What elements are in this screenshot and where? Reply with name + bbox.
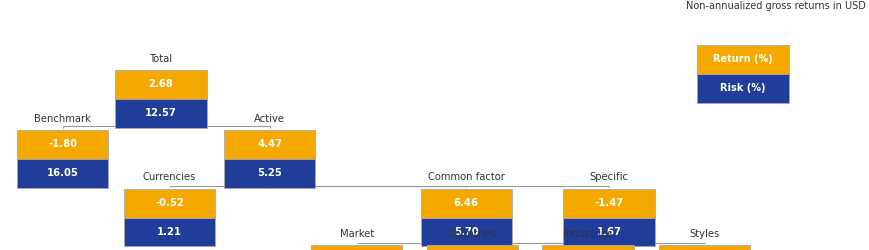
Text: 6.46: 6.46 (454, 198, 478, 208)
Text: 5.70: 5.70 (454, 227, 478, 237)
Text: Active: Active (254, 114, 285, 124)
Text: 1.21: 1.21 (157, 227, 182, 237)
Text: -1.47: -1.47 (594, 198, 623, 208)
Text: Benchmark: Benchmark (34, 114, 91, 124)
FancyBboxPatch shape (17, 130, 108, 159)
Text: 16.05: 16.05 (47, 168, 78, 178)
Text: Countries: Countries (448, 229, 496, 239)
FancyBboxPatch shape (421, 218, 511, 246)
Text: Industries: Industries (563, 229, 612, 239)
FancyBboxPatch shape (542, 245, 633, 250)
FancyBboxPatch shape (124, 189, 216, 218)
FancyBboxPatch shape (115, 70, 207, 99)
FancyBboxPatch shape (659, 245, 749, 250)
FancyBboxPatch shape (697, 45, 787, 74)
FancyBboxPatch shape (311, 245, 401, 250)
FancyBboxPatch shape (115, 99, 207, 128)
FancyBboxPatch shape (224, 130, 315, 159)
Text: Currencies: Currencies (143, 172, 196, 182)
Text: Return (%): Return (%) (713, 54, 772, 64)
Text: Common factor: Common factor (428, 172, 504, 182)
Text: Total: Total (149, 54, 172, 64)
FancyBboxPatch shape (421, 189, 511, 218)
Text: Styles: Styles (689, 229, 719, 239)
FancyBboxPatch shape (697, 74, 787, 102)
Text: Market: Market (339, 229, 374, 239)
FancyBboxPatch shape (563, 218, 653, 246)
FancyBboxPatch shape (224, 159, 315, 188)
Text: 12.57: 12.57 (145, 108, 176, 118)
Text: 1.67: 1.67 (596, 227, 620, 237)
Text: -0.52: -0.52 (155, 198, 184, 208)
FancyBboxPatch shape (17, 159, 108, 188)
Text: Non-annualized gross returns in USD: Non-annualized gross returns in USD (685, 1, 865, 11)
FancyBboxPatch shape (427, 245, 518, 250)
FancyBboxPatch shape (124, 218, 216, 246)
Text: Risk (%): Risk (%) (720, 83, 765, 93)
Text: 4.47: 4.47 (257, 140, 282, 149)
Text: 2.68: 2.68 (149, 80, 173, 90)
Text: -1.80: -1.80 (48, 140, 77, 149)
FancyBboxPatch shape (563, 189, 653, 218)
Text: Specific: Specific (589, 172, 627, 182)
Text: 5.25: 5.25 (257, 168, 282, 178)
